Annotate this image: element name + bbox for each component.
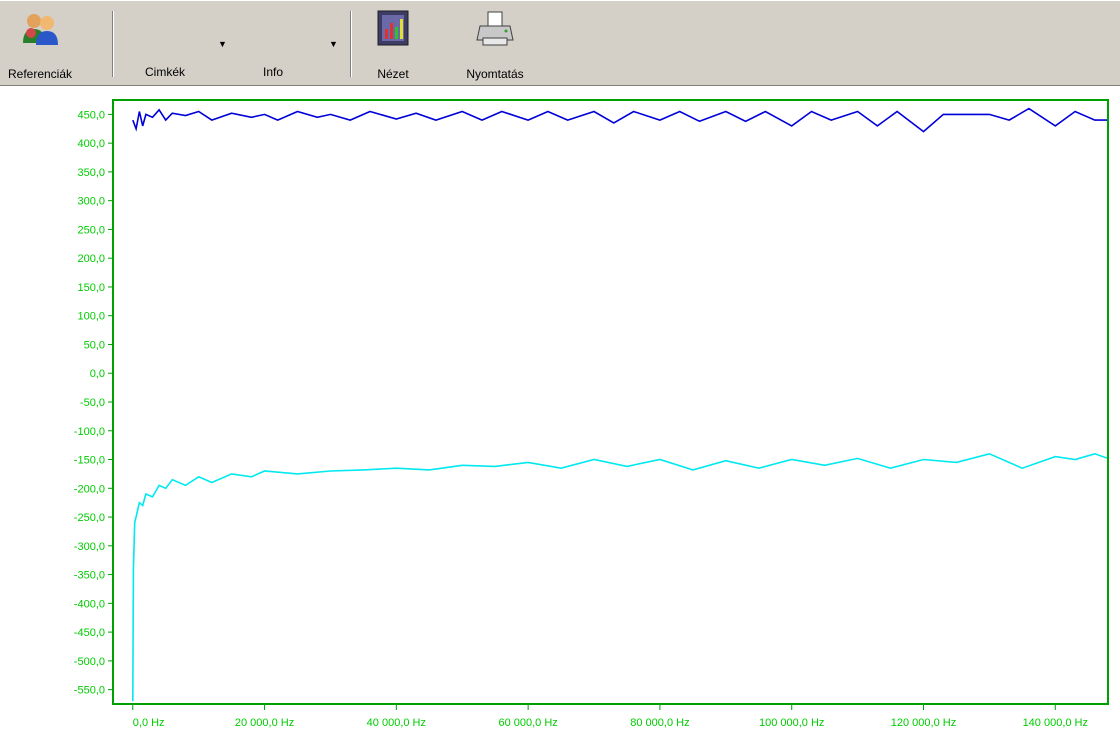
y-tick-label: 200,0: [77, 253, 105, 265]
y-tick-label: -350,0: [74, 570, 105, 582]
y-tick-label: 50,0: [84, 339, 105, 351]
y-tick-label: 450,0: [77, 109, 105, 121]
x-tick-label: 120 000,0 Hz: [891, 717, 956, 729]
chevron-down-icon: ▼: [329, 39, 338, 49]
view-button[interactable]: Nézet: [368, 7, 418, 81]
x-tick-label: 0,0 Hz: [133, 717, 165, 729]
y-tick-label: 100,0: [77, 311, 105, 323]
references-icon: [23, 14, 58, 45]
references-button[interactable]: Referenciák: [6, 7, 74, 81]
series-line-bottom: [132, 452, 1109, 702]
y-tick-label: 0,0: [90, 368, 105, 380]
y-tick-label: -550,0: [74, 685, 105, 697]
y-tick-label: -500,0: [74, 656, 105, 668]
y-tick-label: -50,0: [80, 397, 105, 409]
y-tick-label: -400,0: [74, 598, 105, 610]
x-tick-label: 60 000,0 Hz: [498, 717, 557, 729]
y-tick-label: -200,0: [74, 483, 105, 495]
info-dropdown-label: Info: [263, 65, 284, 79]
printer-icon: [476, 11, 514, 46]
x-tick-label: 100 000,0 Hz: [759, 717, 824, 729]
y-tick-label: -450,0: [74, 627, 105, 639]
chevron-down-icon: ▼: [218, 39, 227, 49]
toolbar-separator: [112, 11, 114, 77]
print-button[interactable]: Nyomtatás: [450, 7, 540, 81]
y-tick-label: 400,0: [77, 138, 105, 150]
view-chart-icon: [377, 10, 409, 46]
x-tick-label: 40 000,0 Hz: [367, 717, 426, 729]
y-tick-label: 300,0: [77, 196, 105, 208]
y-tick-label: -100,0: [74, 426, 105, 438]
x-tick-label: 80 000,0 Hz: [630, 717, 689, 729]
references-label: Referenciák: [7, 67, 73, 81]
y-tick-label: 350,0: [77, 167, 105, 179]
y-tick-label: -300,0: [74, 541, 105, 553]
print-label: Nyomtatás: [466, 67, 524, 81]
x-tick-label: 140 000,0 Hz: [1023, 717, 1088, 729]
y-tick-label: 150,0: [77, 282, 105, 294]
y-tick-label: 250,0: [77, 224, 105, 236]
x-tick-label: 20 000,0 Hz: [235, 717, 294, 729]
series-line-top: [132, 107, 1108, 133]
plot-frame: [112, 99, 1109, 705]
view-label: Nézet: [377, 67, 409, 81]
labels-dropdown[interactable]: ▼ Cimkék: [145, 7, 235, 81]
toolbar: Referenciák ▼ Cimkék ▼ Info Nézet Nyomta…: [0, 0, 1120, 86]
info-dropdown[interactable]: ▼ Info: [263, 7, 343, 81]
y-tick-label: -150,0: [74, 455, 105, 467]
frequency-chart: 450,0 400,0 350,0 300,0 250,0 200,0 150,0 100,0…: [74, 99, 1109, 729]
labels-dropdown-label: Cimkék: [145, 65, 186, 79]
y-tick-label: -250,0: [74, 512, 105, 524]
toolbar-separator: [350, 11, 352, 77]
